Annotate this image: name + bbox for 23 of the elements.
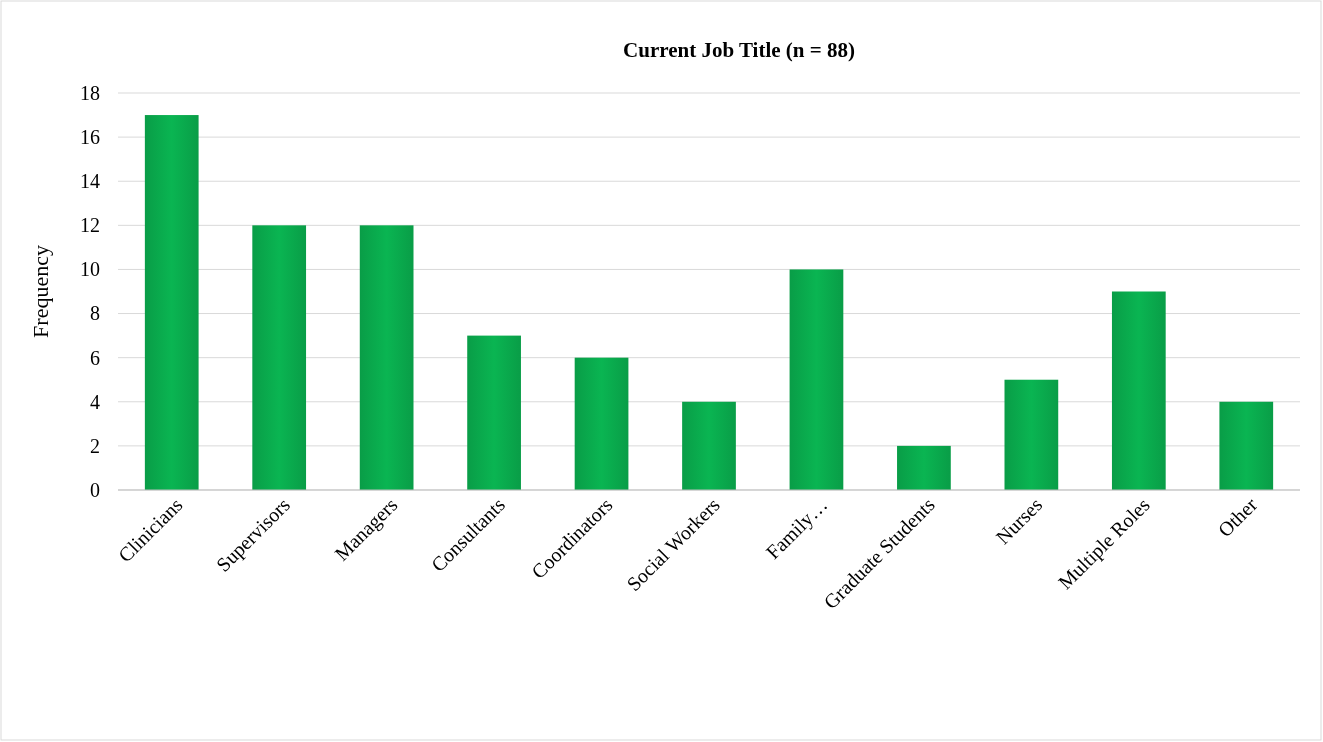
bar xyxy=(1004,379,1059,490)
bar xyxy=(574,357,629,490)
y-tick-label: 6 xyxy=(90,346,100,369)
bar xyxy=(359,225,414,490)
y-axis-title: Frequency xyxy=(28,245,53,338)
bar xyxy=(682,401,736,490)
bar xyxy=(1111,291,1166,490)
y-tick-label: 2 xyxy=(90,434,100,457)
bar xyxy=(897,445,951,490)
y-tick-label: 10 xyxy=(80,258,100,281)
y-tick-label: 0 xyxy=(90,478,100,501)
y-tick-label: 16 xyxy=(80,126,100,149)
y-tick-label: 8 xyxy=(90,302,100,325)
bar xyxy=(789,269,844,490)
y-tick-label: 4 xyxy=(90,390,100,413)
bar xyxy=(144,115,199,490)
y-tick-label: 12 xyxy=(80,214,100,237)
y-tick-label: 14 xyxy=(80,170,100,193)
bar xyxy=(467,335,521,490)
y-tick-label: 18 xyxy=(80,81,100,104)
bar xyxy=(252,225,307,490)
bar xyxy=(1219,401,1274,490)
chart-title: Current Job Title (n = 88) xyxy=(623,38,855,62)
